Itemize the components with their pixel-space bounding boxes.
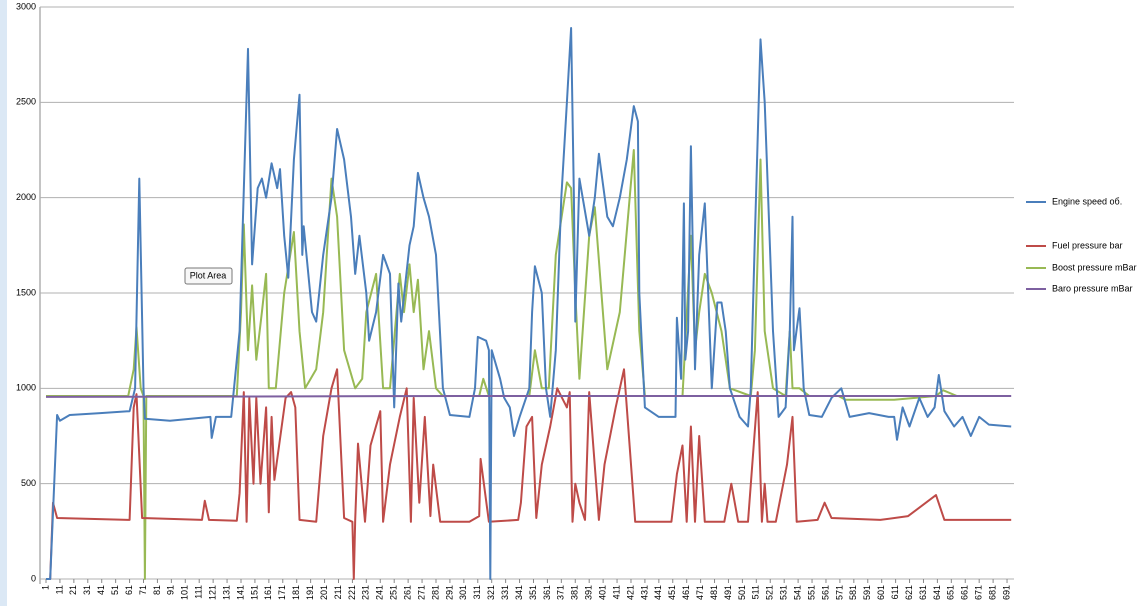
x-tick-label: 681 xyxy=(987,585,997,600)
y-tick-label: 0 xyxy=(31,573,36,583)
x-tick-label: 311 xyxy=(472,585,482,599)
x-tick-label: 81 xyxy=(152,585,162,595)
legend-label: Engine speed об. xyxy=(1052,196,1122,206)
series-line xyxy=(45,395,1012,398)
legend-label: Fuel pressure bar xyxy=(1052,240,1123,250)
x-tick-label: 571 xyxy=(834,585,844,600)
x-tick-label: 21 xyxy=(68,585,78,595)
x-tick-label: 341 xyxy=(514,585,524,600)
x-tick-label: 91 xyxy=(166,585,176,595)
x-tick-label: 61 xyxy=(124,585,134,595)
x-tick-label: 171 xyxy=(277,585,287,600)
x-tick-label: 31 xyxy=(82,585,92,595)
x-tick-label: 691 xyxy=(1001,585,1011,600)
x-tick-label: 401 xyxy=(597,585,607,600)
y-tick-label: 3000 xyxy=(16,1,36,11)
x-tick-label: 461 xyxy=(681,585,691,600)
x-tick-label: 251 xyxy=(389,585,399,600)
x-tick-label: 111 xyxy=(194,585,204,599)
x-tick-label: 101 xyxy=(180,585,190,600)
legend-label: Baro pressure mBar xyxy=(1052,283,1133,293)
x-tick-label: 641 xyxy=(932,585,942,600)
x-tick-label: 351 xyxy=(528,585,538,600)
x-tick-label: 321 xyxy=(486,585,496,600)
x-tick-label: 481 xyxy=(709,585,719,600)
x-tick-label: 371 xyxy=(556,585,566,600)
x-tick-label: 231 xyxy=(361,585,371,600)
tooltip-box xyxy=(184,267,233,285)
x-tick-label: 541 xyxy=(792,585,802,600)
x-tick-label: 381 xyxy=(570,585,580,600)
x-tick-label: 261 xyxy=(403,585,413,600)
window-edge xyxy=(0,0,7,606)
x-tick-label: 131 xyxy=(221,585,231,600)
y-tick-label: 2500 xyxy=(16,97,36,107)
x-tick-label: 671 xyxy=(974,585,984,600)
x-tick-label: 561 xyxy=(820,585,830,600)
x-tick-label: 411 xyxy=(611,585,621,599)
x-tick-label: 331 xyxy=(500,585,510,600)
y-tick-label: 1500 xyxy=(16,287,36,297)
x-tick-label: 531 xyxy=(779,585,789,600)
x-tick-label: 121 xyxy=(208,585,218,600)
x-tick-label: 201 xyxy=(319,585,329,600)
x-tick-label: 211 xyxy=(333,585,343,599)
x-tick-label: 181 xyxy=(291,585,301,600)
x-tick-label: 291 xyxy=(444,585,454,600)
y-tick-label: 500 xyxy=(21,478,36,488)
x-tick-label: 581 xyxy=(848,585,858,600)
y-tick-label: 2000 xyxy=(16,192,36,202)
x-tick-label: 361 xyxy=(542,585,552,600)
x-tick-label: 421 xyxy=(625,585,635,600)
x-tick-label: 221 xyxy=(347,585,357,600)
x-tick-label: 491 xyxy=(723,585,733,600)
x-tick-label: 141 xyxy=(235,585,245,600)
x-tick-label: 511 xyxy=(751,585,761,599)
x-tick-label: 431 xyxy=(639,585,649,600)
x-tick-label: 591 xyxy=(862,585,872,600)
y-tick-label: 1000 xyxy=(16,383,36,393)
x-tick-label: 471 xyxy=(695,585,705,600)
series-line xyxy=(46,27,1012,580)
x-tick-label: 631 xyxy=(918,585,928,600)
x-tick-label: 71 xyxy=(138,585,148,595)
x-tick-label: 391 xyxy=(584,585,594,600)
x-tick-label: 661 xyxy=(960,585,970,600)
x-tick-label: 301 xyxy=(458,585,468,600)
x-tick-label: 161 xyxy=(263,585,273,600)
series-line xyxy=(46,368,1012,580)
x-tick-label: 651 xyxy=(946,585,956,600)
x-tick-label: 11 xyxy=(54,585,64,594)
x-tick-label: 501 xyxy=(737,585,747,600)
tooltip-text: Plot Area xyxy=(190,270,227,280)
x-tick-label: 451 xyxy=(667,585,677,600)
x-tick-label: 621 xyxy=(904,585,914,600)
x-tick-label: 601 xyxy=(876,585,886,600)
x-tick-label: 281 xyxy=(430,585,440,600)
x-tick-label: 151 xyxy=(249,585,259,600)
x-tick-label: 441 xyxy=(653,585,663,600)
tooltip: Plot Area xyxy=(184,267,233,285)
x-tick-label: 41 xyxy=(96,585,106,595)
x-tick-label: 241 xyxy=(375,585,385,600)
x-tick-label: 191 xyxy=(305,585,315,600)
x-tick-label: 51 xyxy=(110,585,120,595)
x-tick-label: 1 xyxy=(40,585,50,590)
x-tick-label: 611 xyxy=(890,585,900,599)
legend-label: Boost pressure mBar xyxy=(1052,262,1137,272)
x-tick-label: 521 xyxy=(765,585,775,600)
x-tick-label: 271 xyxy=(416,585,426,600)
x-tick-label: 551 xyxy=(806,585,816,600)
